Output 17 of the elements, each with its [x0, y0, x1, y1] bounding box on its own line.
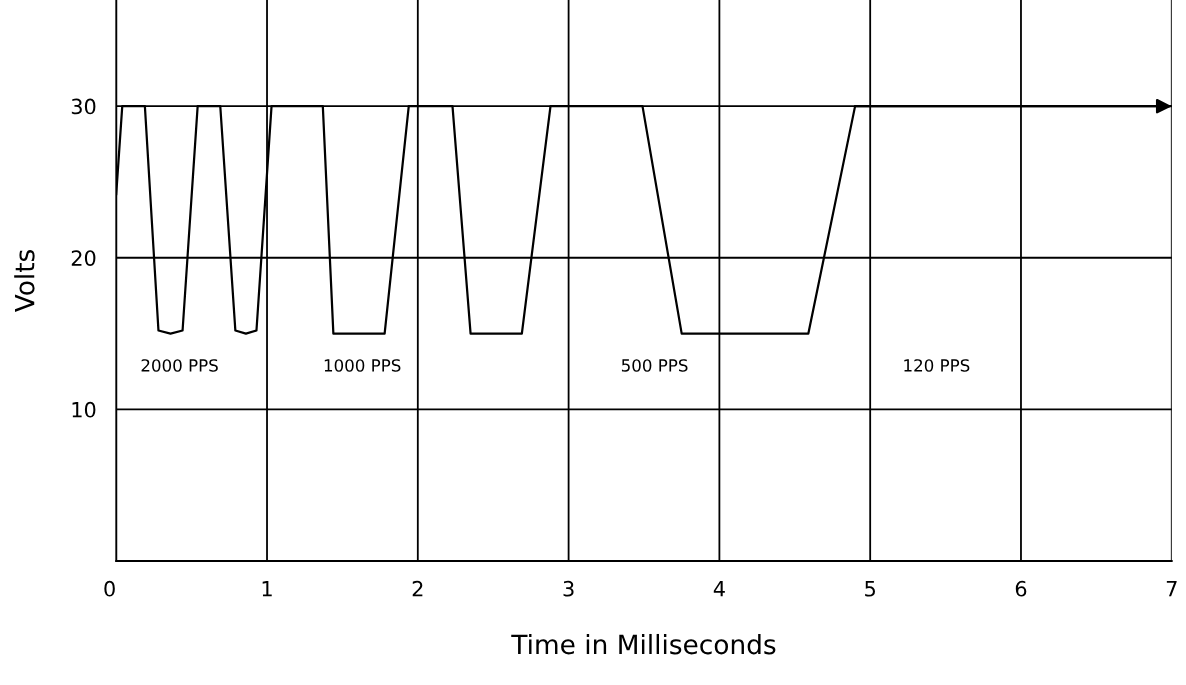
annotation: 120 PPS — [904, 359, 970, 372]
x-tick-label: 6 — [1015, 580, 1027, 597]
x-tick-label: 1 — [262, 581, 272, 597]
x-tick-label: 0 — [104, 580, 115, 597]
x-tick-label: 3 — [563, 580, 574, 597]
x-tick-label: 2 — [412, 580, 423, 597]
annotation: 500 PPS — [621, 359, 688, 372]
x-axis-title: Time in Milliseconds — [511, 633, 776, 655]
x-tick-label: 5 — [865, 581, 875, 597]
x-tick-label: 4 — [713, 581, 725, 597]
y-tick-label: 20 — [71, 250, 96, 266]
y-axis-title: Volts — [14, 250, 35, 313]
y-tick-label: 30 — [71, 98, 96, 115]
annotation: 2000 PPS — [141, 359, 218, 372]
x-tick-label: 7 — [1166, 581, 1177, 597]
y-tick-label: 10 — [72, 401, 96, 418]
annotation: 1000 PPS — [324, 359, 401, 372]
